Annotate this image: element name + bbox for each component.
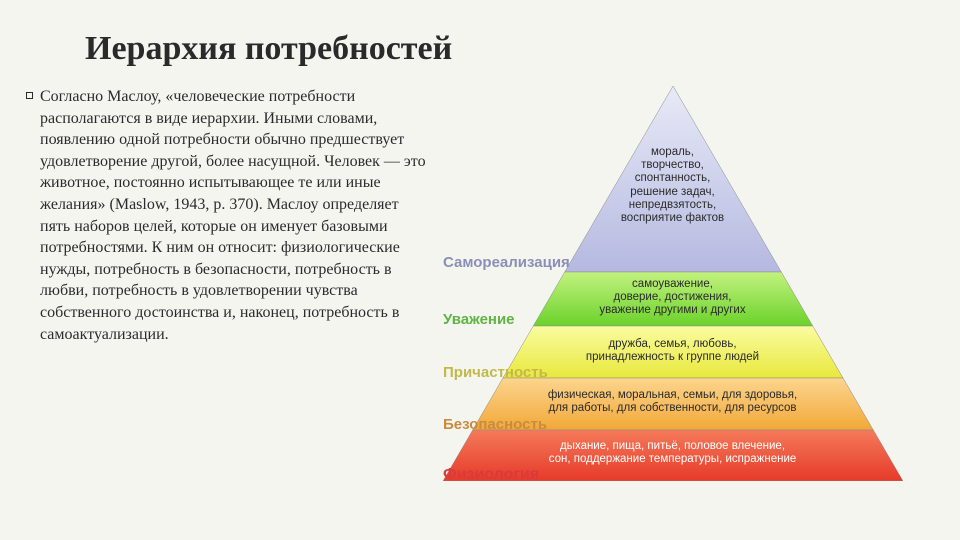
pyramid-level-2 (502, 326, 842, 378)
body-text-block: Согласно Маслоу, «человеческие потребнос… (40, 86, 430, 496)
pyramid-axis-label-0: Самореализация (443, 254, 570, 271)
body-text: Согласно Маслоу, «человеческие потребнос… (40, 88, 426, 343)
pyramid-level-0 (564, 86, 781, 272)
pyramid-axis-label-2: Причастность (443, 364, 548, 381)
bullet-icon (26, 92, 33, 99)
page-title: Иерархия потребностей (40, 30, 920, 68)
content-row: Согласно Маслоу, «человеческие потребнос… (40, 86, 920, 496)
maslow-pyramid: мораль, творчество, спонтанность, решени… (440, 86, 905, 496)
pyramid-axis-label-4: Физиология (443, 466, 539, 484)
pyramid-level-1 (533, 272, 812, 326)
pyramid-axis-label-1: Уважение (443, 311, 515, 328)
pyramid-axis-label-3: Безопасность (443, 416, 547, 433)
